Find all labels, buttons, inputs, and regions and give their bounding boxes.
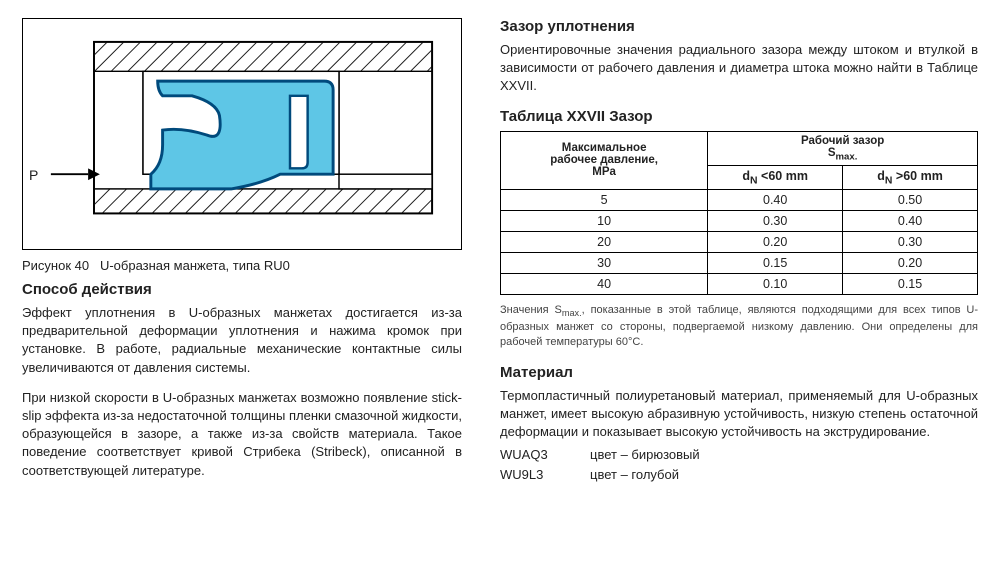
- table-cell: 20: [501, 232, 708, 253]
- paragraph-gap: Ориентировочные значения радиального заз…: [500, 41, 978, 96]
- clearance-table: Максимальное рабочее давление, MPa Рабоч…: [500, 131, 978, 296]
- col-header-pressure: Максимальное рабочее давление, MPa: [501, 131, 708, 190]
- table-row: 400.100.15: [501, 274, 978, 295]
- material-list: WUAQ3 цвет – бирюзовый WU9L3 цвет – голубой: [500, 445, 978, 484]
- col-header-gap: Рабочий зазор Smax.: [708, 131, 978, 165]
- material-code: WUAQ3: [500, 445, 572, 465]
- table-cell: 0.40: [708, 190, 843, 211]
- heading-gap: Зазор уплотнения: [500, 18, 978, 35]
- table-cell: 0.15: [843, 274, 978, 295]
- heading-material: Материал: [500, 364, 978, 381]
- table-cell: 30: [501, 253, 708, 274]
- material-color: цвет – бирюзовый: [590, 445, 700, 465]
- table-cell: 0.15: [708, 253, 843, 274]
- pressure-label: P: [29, 167, 38, 183]
- table-cell: 0.20: [843, 253, 978, 274]
- table-cell: 0.30: [843, 232, 978, 253]
- table-head: Максимальное рабочее давление, MPa Рабоч…: [501, 131, 978, 190]
- col-header-dn-gt60: dN >60 mm: [843, 165, 978, 190]
- table-cell: 10: [501, 211, 708, 232]
- table-row: 100.300.40: [501, 211, 978, 232]
- left-column: P: [22, 18, 462, 492]
- table-cell: 0.10: [708, 274, 843, 295]
- col-header-dn-lt60: dN <60 mm: [708, 165, 843, 190]
- table-row: 200.200.30: [501, 232, 978, 253]
- heading-action: Способ действия: [22, 281, 462, 298]
- material-row: WU9L3 цвет – голубой: [500, 465, 978, 485]
- paragraph-action-2: При низкой скорости в U-образных манжета…: [22, 389, 462, 480]
- table-cell: 5: [501, 190, 708, 211]
- figure-box: P: [22, 18, 462, 250]
- paragraph-material: Термопластичный полиуретановый материал,…: [500, 387, 978, 442]
- material-row: WUAQ3 цвет – бирюзовый: [500, 445, 978, 465]
- table-cell: 0.50: [843, 190, 978, 211]
- table-row: 300.150.20: [501, 253, 978, 274]
- table-row: 50.400.50: [501, 190, 978, 211]
- material-color: цвет – голубой: [590, 465, 679, 485]
- figure-caption: Рисунок 40 U-образная манжета, типа RU0: [22, 258, 462, 273]
- table-footnote: Значения Smax., показанные в этой таблиц…: [500, 303, 978, 349]
- table-cell: 0.30: [708, 211, 843, 232]
- figure-title: U-образная манжета, типа RU0: [100, 258, 290, 273]
- table-title: Таблица XXVII Зазор: [500, 108, 978, 125]
- paragraph-action-1: Эффект уплотнения в U-образных манжетах …: [22, 304, 462, 377]
- page: P: [22, 18, 978, 492]
- seal-diagram: [41, 37, 441, 233]
- table-cell: 0.20: [708, 232, 843, 253]
- table-body: 50.400.50100.300.40200.200.30300.150.204…: [501, 190, 978, 295]
- material-code: WU9L3: [500, 465, 572, 485]
- table-cell: 40: [501, 274, 708, 295]
- figure-number: Рисунок 40: [22, 258, 89, 273]
- table-cell: 0.40: [843, 211, 978, 232]
- right-column: Зазор уплотнения Ориентировочные значени…: [500, 18, 978, 492]
